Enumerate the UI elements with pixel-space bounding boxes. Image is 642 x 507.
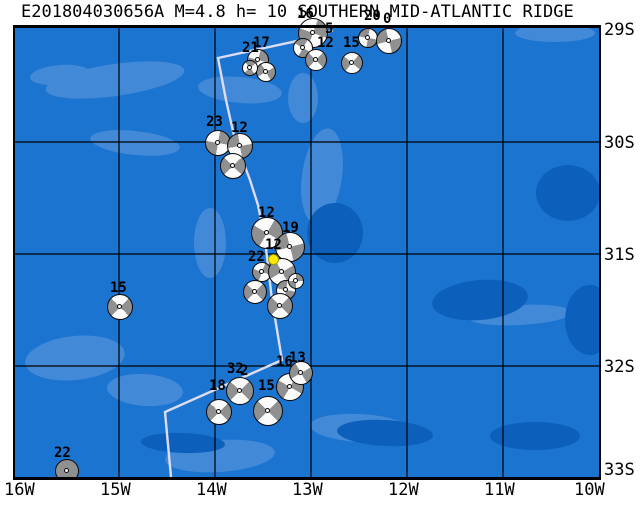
lon-axis-label: 11W [484, 480, 515, 500]
bathymetry-grid-ridge-layer [15, 28, 599, 477]
lat-axis-label: 30S [604, 133, 635, 153]
lat-axis-label: 31S [604, 245, 635, 265]
lon-axis-label: 12W [388, 480, 419, 500]
lat-axis-label: 29S [604, 20, 635, 40]
lon-axis-label: 10W [574, 480, 605, 500]
lon-axis-label: 14W [196, 480, 227, 500]
map-canvas [15, 28, 599, 477]
map-title: E201804030656A M=4.8 h= 10 SOUTHERN MID-… [21, 2, 574, 22]
lat-axis-label: 33S [604, 460, 635, 480]
lon-axis-label: 13W [292, 480, 323, 500]
lat-axis-label: 32S [604, 357, 635, 377]
lon-axis-label: 16W [4, 480, 35, 500]
lon-axis-label: 15W [100, 480, 131, 500]
